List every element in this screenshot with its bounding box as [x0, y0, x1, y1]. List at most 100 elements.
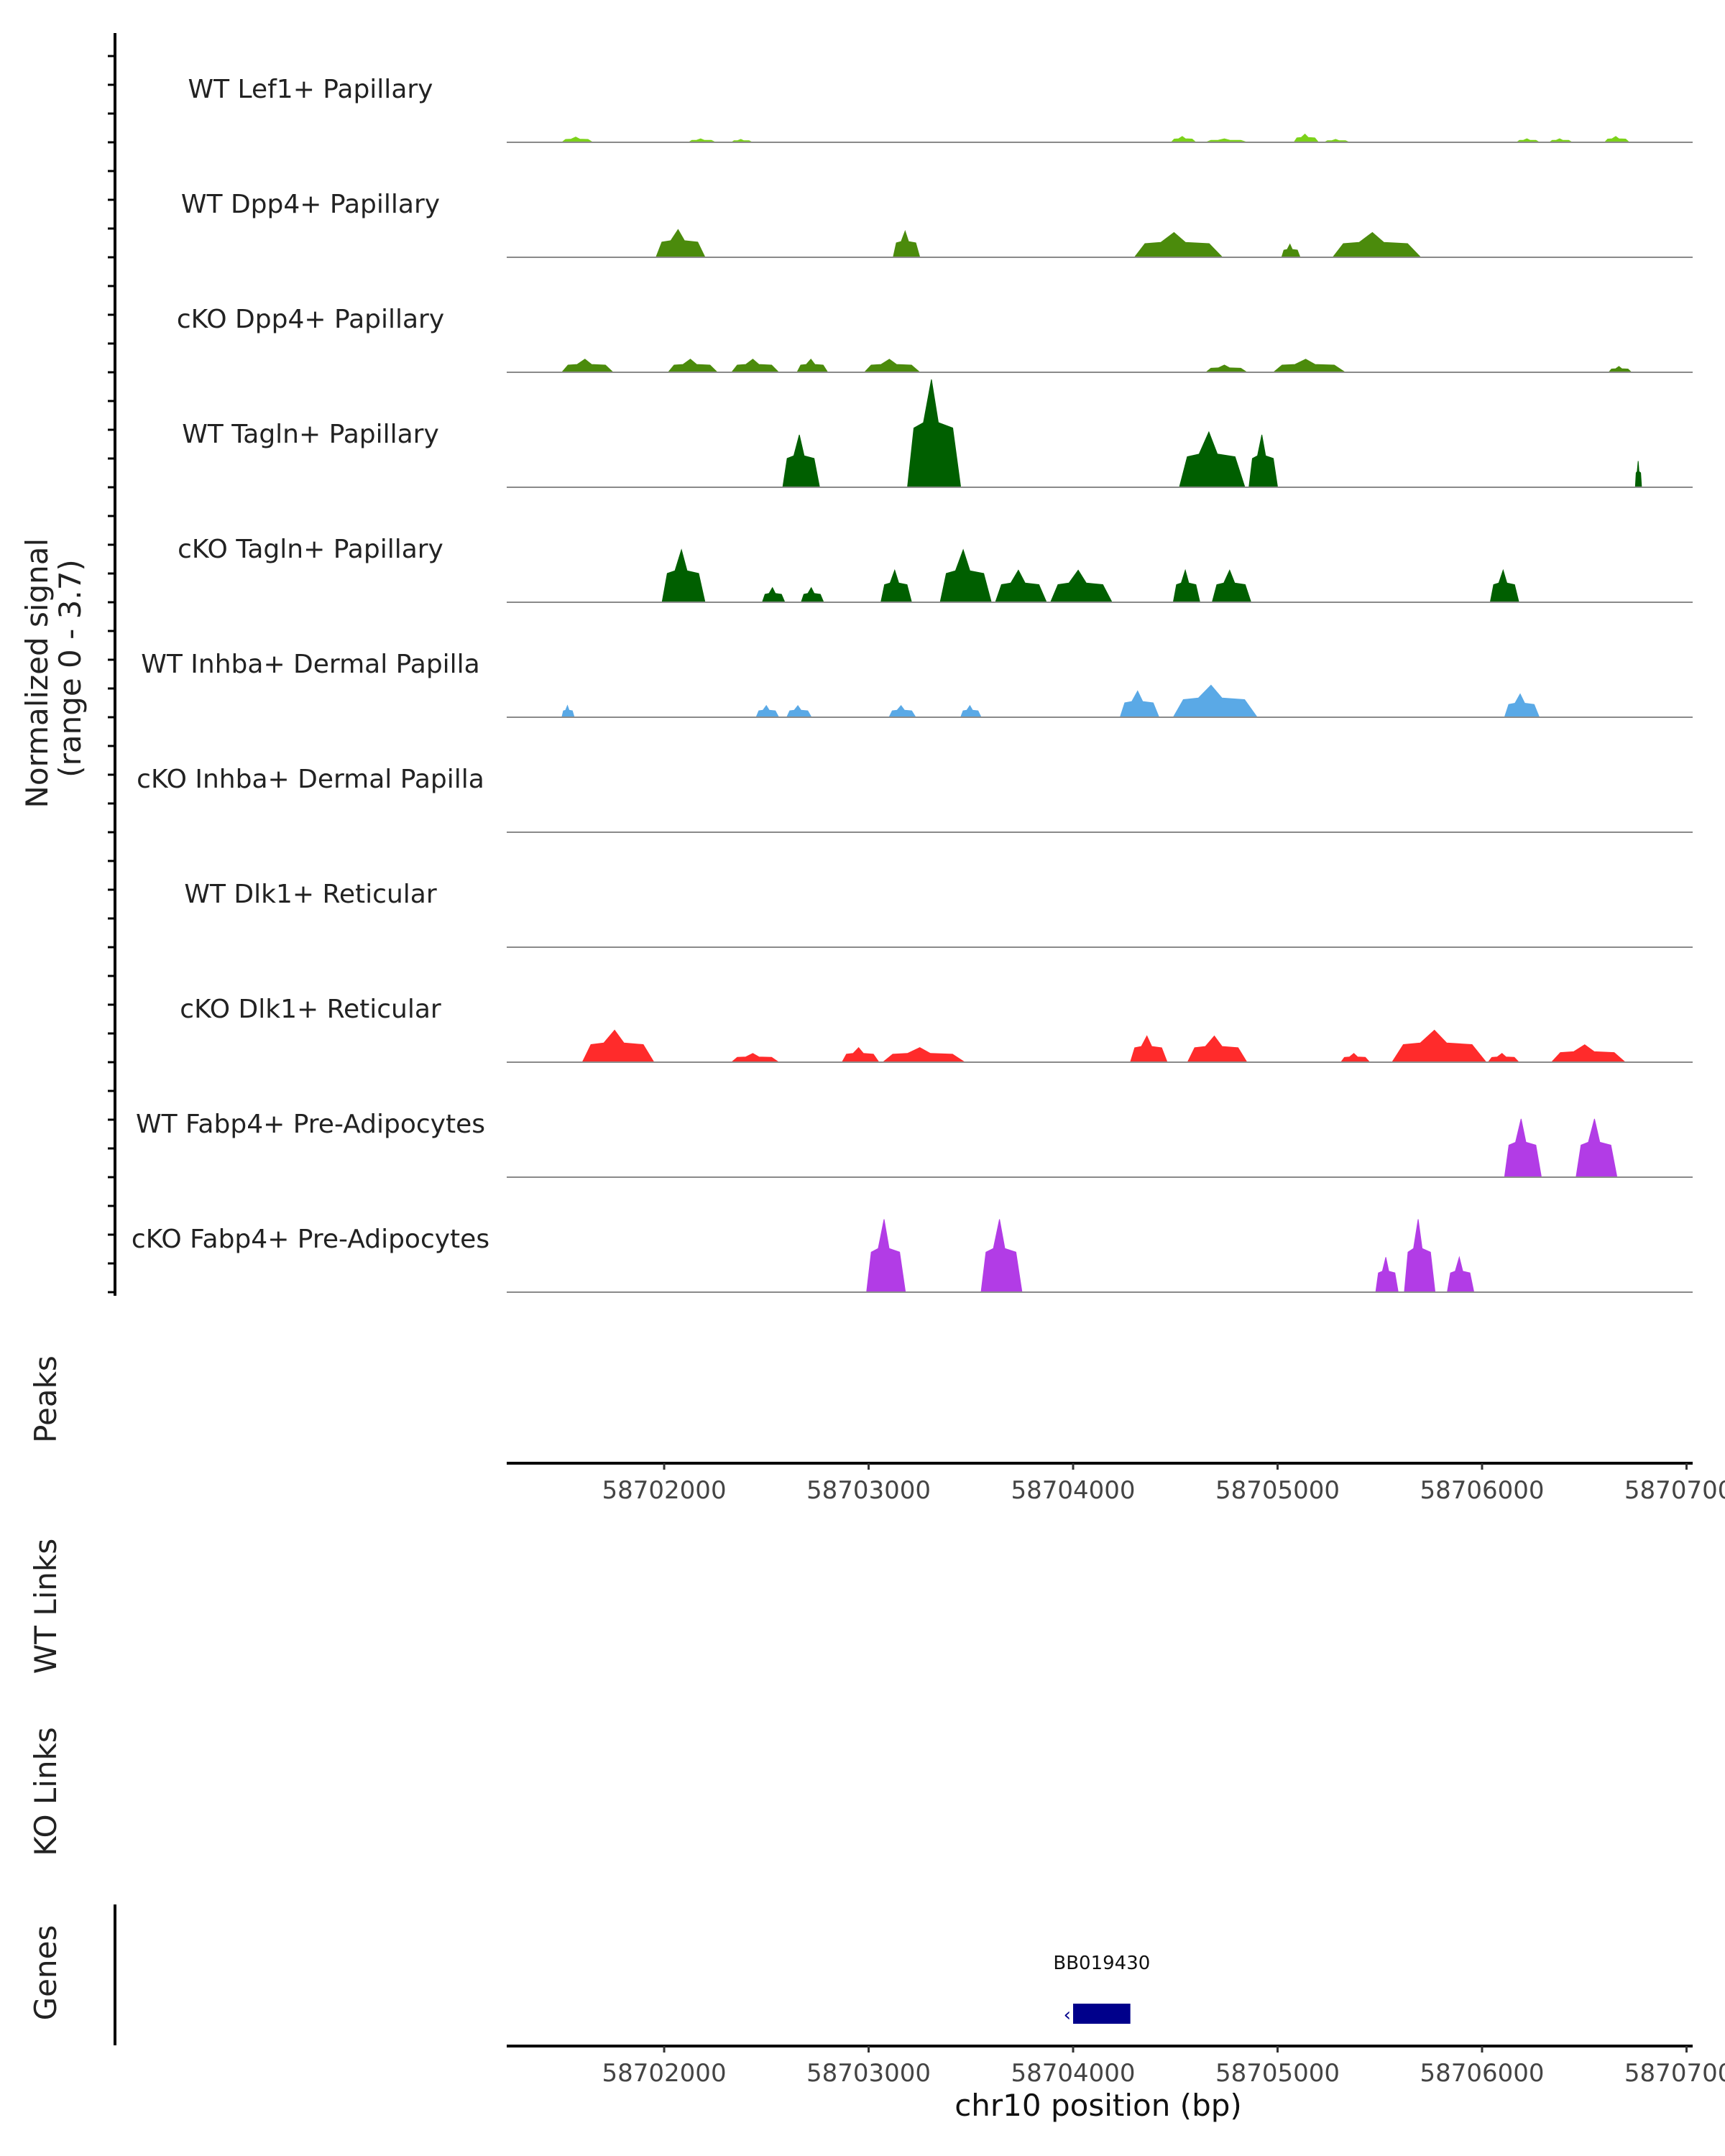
track-peak [755, 704, 780, 718]
track-peak [655, 229, 706, 258]
track-label: WT Tagln+ Papillary [182, 420, 439, 449]
track-peak [1340, 1053, 1371, 1063]
track-peak [1187, 1035, 1248, 1063]
gene-exon [1073, 2004, 1131, 2024]
x-tick-label: 58704000 [1011, 2059, 1135, 2088]
track-peak [881, 1047, 966, 1063]
track-peak [995, 569, 1047, 603]
track-peak [1170, 136, 1197, 143]
track-peak [960, 704, 982, 718]
track-peak [1487, 1053, 1520, 1063]
track-peak [1293, 133, 1320, 143]
track-peak [1248, 434, 1279, 488]
track-peak [1608, 366, 1632, 373]
x-tick-label: 58706000 [1420, 1476, 1544, 1505]
track-peak [1504, 1118, 1542, 1178]
track-peak [1604, 136, 1631, 143]
wt-links-track-label: WT Links [28, 1539, 63, 1674]
track-peak [661, 548, 706, 603]
track-5: cKO Tagln+ Papillary [178, 535, 1693, 603]
x-axis-title: chr10 position (bp) [954, 2088, 1242, 2123]
track-peak [561, 359, 615, 373]
track-peak [782, 434, 820, 488]
track-peak [1332, 231, 1422, 258]
track-peak [888, 704, 916, 718]
track-label: cKO Tagln+ Papillary [178, 535, 443, 564]
track-peak [1489, 568, 1519, 603]
signal-axis-label: Normalized signal (range 0 - 3.7) [19, 528, 88, 808]
track-peak [1172, 684, 1259, 718]
track-3: cKO Dpp4+ Papillary [177, 305, 1693, 373]
track-peak [786, 704, 812, 718]
track-peak [1447, 1256, 1475, 1293]
signal-axis-label-line2: (range 0 - 3.7) [52, 559, 88, 778]
x-tick-label: 58704000 [1011, 1476, 1135, 1505]
track-1: WT Lef1+ Papillary [188, 75, 1693, 143]
track-peak [796, 359, 829, 373]
coverage-tracks: WT Lef1+ Papillary WT Dpp4+ Papillary cKO … [132, 75, 1693, 1293]
x-tick-label: 58707000 [1624, 2059, 1725, 2088]
track-label: WT Dlk1+ Reticular [184, 880, 436, 909]
x-tick-label: 58705000 [1215, 1476, 1340, 1505]
track-peak [1576, 1118, 1618, 1178]
track-label: WT Fabp4+ Pre-Adipocytes [136, 1110, 485, 1139]
track-label: WT Dpp4+ Papillary [181, 190, 440, 219]
track-label: WT Lef1+ Papillary [188, 75, 433, 104]
track-peak [1281, 243, 1301, 258]
track-2: WT Dpp4+ Papillary [181, 190, 1693, 258]
ko-links-track-label: KO Links [28, 1727, 63, 1856]
x-tick-label: 58706000 [1420, 2059, 1544, 2088]
track-peak [1179, 430, 1246, 488]
gene-label: BB019430 [1053, 1953, 1150, 1974]
track-7: cKO Inhba+ Dermal Papilla [137, 765, 1693, 833]
track-peak [1133, 231, 1223, 258]
track-peak [581, 1029, 655, 1063]
genes-x-axis-ticks: 58702000 58703000 58704000 58705000 58706000… [602, 2046, 1725, 2088]
track-peak [1272, 359, 1347, 373]
track-peak [1550, 1044, 1627, 1063]
signal-y-ticks [108, 55, 115, 1294]
x-tick-label: 58702000 [602, 2059, 727, 2088]
track-label: WT Inhba+ Dermal Papilla [141, 650, 479, 679]
track-peak [561, 704, 575, 718]
track-label: cKO Dpp4+ Papillary [177, 305, 444, 334]
track-peak [1130, 1035, 1168, 1063]
track-label: cKO Dlk1+ Reticular [180, 995, 441, 1024]
gene-annotations: ‹ BB019430 [1053, 1953, 1150, 2026]
track-peak [980, 1219, 1023, 1293]
signal-axis-label-line1: Normalized signal [19, 538, 55, 808]
x-tick-label: 58703000 [806, 2059, 931, 2088]
track-4: WT Tagln+ Papillary [182, 379, 1693, 488]
track-peak [561, 137, 594, 143]
track-9: cKO Dlk1+ Reticular [180, 995, 1693, 1063]
track-6: WT Inhba+ Dermal Papilla [141, 650, 1693, 718]
track-label: cKO Fabp4+ Pre-Adipocytes [132, 1225, 489, 1254]
peaks-x-axis-ticks: 58702000 58703000 58704000 58705000 58706000… [602, 1463, 1725, 1505]
track-11: cKO Fabp4+ Pre-Adipocytes [132, 1219, 1693, 1293]
track-peak [730, 359, 780, 373]
x-tick-label: 58703000 [806, 1476, 931, 1505]
track-peak [893, 229, 921, 258]
peaks-track-label: Peaks [28, 1355, 63, 1443]
track-peak [1504, 693, 1540, 718]
track-peak [1211, 569, 1252, 603]
track-peak [866, 1219, 906, 1293]
track-peak [761, 586, 786, 603]
track-label: cKO Inhba+ Dermal Papilla [137, 765, 484, 794]
track-peak [730, 1053, 781, 1063]
track-peak [863, 359, 921, 373]
x-tick-label: 58702000 [602, 1476, 727, 1505]
track-peak [1205, 364, 1248, 373]
track-peak [667, 359, 719, 373]
track-peak [1049, 569, 1113, 603]
track-peak [1404, 1219, 1436, 1293]
track-peak [1172, 568, 1201, 603]
track-10: WT Fabp4+ Pre-Adipocytes [136, 1110, 1693, 1178]
track-peak [801, 586, 824, 603]
track-peak [939, 548, 992, 603]
track-8: WT Dlk1+ Reticular [184, 880, 1693, 948]
track-peak [1375, 1257, 1399, 1293]
track-peak [880, 568, 912, 603]
track-peak [1634, 461, 1642, 488]
